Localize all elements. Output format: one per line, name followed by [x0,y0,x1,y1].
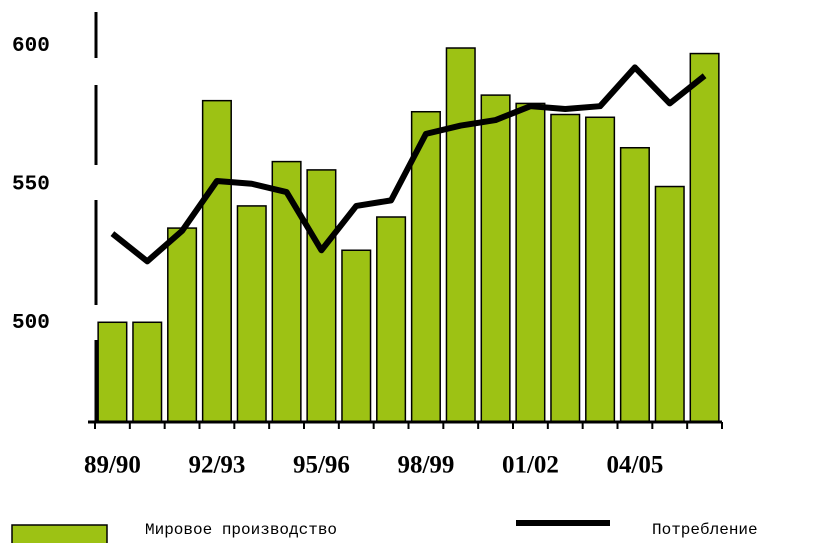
bar [271,160,302,423]
bar [550,113,581,423]
bar [341,249,372,423]
bar [236,205,267,423]
legend-label: Мировое производство [145,521,337,539]
legend-swatch [11,524,108,543]
bar [132,321,163,423]
legend-label: Потребление [652,521,758,539]
bar [480,94,511,423]
bar [410,110,441,423]
x-tick-label: 01/02 [502,452,559,479]
y-tick-label: 600 [12,35,50,58]
bar [306,169,337,423]
x-tick-label: 04/05 [606,452,663,479]
bar [201,99,232,423]
bar [654,185,685,423]
line [110,64,707,265]
x-tick-label: 98/99 [397,452,454,479]
bar [619,146,650,423]
bar [445,47,476,423]
bar [585,116,616,423]
y-tick-label: 500 [12,312,50,335]
y-tick-label: 550 [12,173,50,196]
bar [689,52,720,423]
bar [167,227,198,423]
bar [97,321,128,423]
bar [376,216,407,423]
x-tick-label: 89/90 [84,452,141,479]
bar [515,102,546,423]
x-tick-label: 92/93 [188,452,245,479]
x-tick-label: 95/96 [293,452,350,479]
